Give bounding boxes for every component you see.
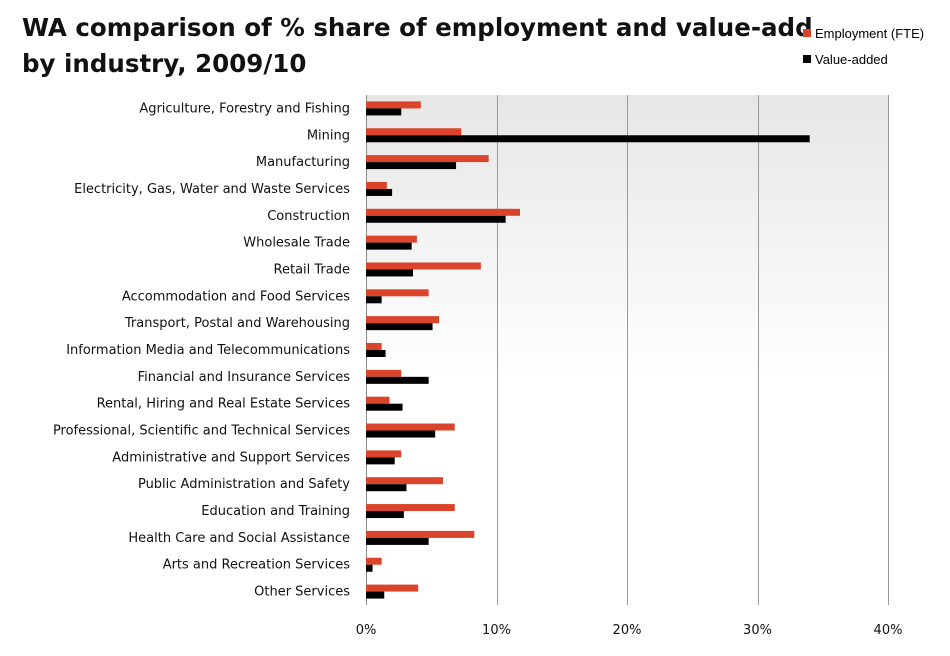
x-tick-label: 40% [874, 623, 903, 638]
bar-value-added [366, 162, 457, 170]
category-label: Other Services [254, 585, 350, 600]
bar-value-added [366, 430, 436, 438]
bar-employment [366, 101, 421, 109]
bar-employment [366, 396, 390, 404]
bar-value-added [366, 591, 385, 599]
category-label: Construction [267, 209, 350, 224]
category-label: Accommodation and Food Services [122, 289, 350, 304]
bar-employment [366, 155, 489, 163]
bar-value-added [366, 564, 373, 572]
bar-employment [366, 289, 429, 297]
legend-swatch-value-added [803, 55, 811, 63]
x-tick-label: 30% [743, 623, 772, 638]
category-label: Arts and Recreation Services [163, 558, 351, 573]
bar-employment [366, 235, 417, 243]
bar-value-added [366, 269, 413, 277]
bar-value-added [366, 135, 810, 143]
bar-value-added [366, 215, 506, 223]
bar-employment [366, 557, 382, 565]
bar-value-added [366, 188, 393, 196]
legend-label-value-added: Value-added [815, 51, 888, 67]
category-label: Public Administration and Safety [138, 477, 350, 492]
category-label: Wholesale Trade [243, 236, 350, 251]
bar-employment [366, 208, 520, 216]
bar-employment [366, 423, 455, 431]
bar-value-added [366, 108, 402, 116]
category-label: Mining [307, 128, 350, 143]
chart-title-line-2: by industry, 2009/10 [22, 49, 307, 78]
category-label: Health Care and Social Assistance [128, 531, 350, 546]
category-label: Professional, Scientific and Technical S… [53, 424, 350, 439]
category-label: Rental, Hiring and Real Estate Services [97, 397, 351, 412]
bar-value-added [366, 350, 386, 357]
bar-employment [366, 477, 443, 485]
legend-swatch-employment [803, 29, 811, 37]
category-label: Education and Training [201, 504, 350, 519]
legend-item-employment: Employment (FTE) [803, 20, 924, 46]
category-label: Transport, Postal and Warehousing [124, 316, 350, 331]
category-label: Retail Trade [274, 262, 350, 277]
bar-value-added [366, 511, 404, 519]
bar-value-added [366, 376, 429, 384]
legend-label-employment: Employment (FTE) [815, 25, 925, 41]
category-label: Agriculture, Forestry and Fishing [139, 101, 350, 116]
bar-employment [366, 450, 402, 458]
bar-employment [366, 504, 455, 512]
bar-employment [366, 181, 387, 189]
bar-value-added [366, 296, 382, 304]
legend-item-value-added: Value-added [803, 46, 924, 72]
bar-employment [366, 128, 462, 136]
bar-value-added [366, 323, 433, 331]
legend: Employment (FTE) Value-added [803, 20, 924, 72]
category-label: Manufacturing [256, 155, 350, 170]
bar-value-added [366, 457, 395, 465]
chart-title: WA comparison of % share of employment a… [22, 10, 813, 82]
x-tick-label: 0% [356, 623, 377, 638]
category-label: Electricity, Gas, Water and Waste Servic… [74, 182, 350, 197]
x-tick-label: 10% [482, 623, 511, 638]
bar-employment [366, 369, 402, 377]
bar-employment [366, 262, 481, 270]
bar-employment [366, 316, 440, 324]
bar-employment [366, 530, 475, 538]
chart-title-line-1: WA comparison of % share of employment a… [22, 13, 813, 42]
category-label: Administrative and Support Services [112, 450, 350, 465]
category-label: Financial and Insurance Services [138, 370, 351, 385]
bar-employment [366, 343, 382, 350]
x-tick-label: 20% [613, 623, 642, 638]
category-label: Information Media and Telecommunications [66, 343, 350, 358]
bar-value-added [366, 537, 429, 545]
bar-value-added [366, 242, 412, 250]
bar-value-added [366, 403, 403, 411]
bar-value-added [366, 484, 407, 492]
bar-employment [366, 584, 419, 592]
